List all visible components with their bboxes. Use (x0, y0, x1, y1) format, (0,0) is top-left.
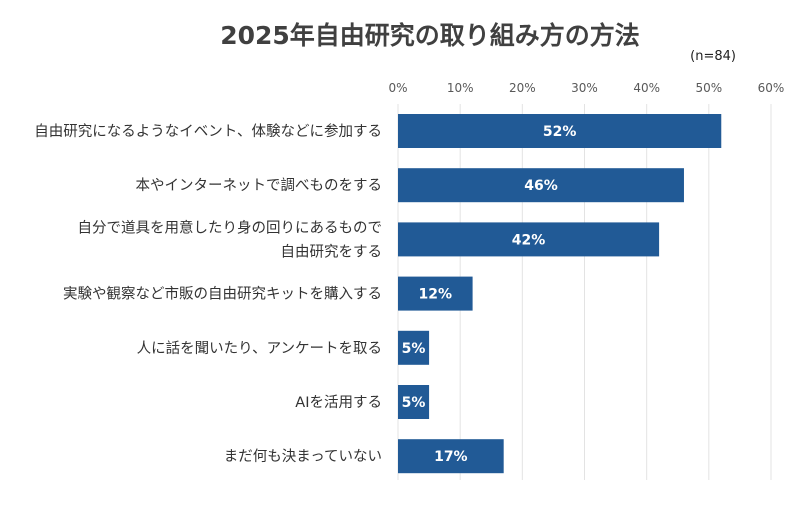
bar-value-label: 12% (419, 287, 453, 303)
x-tick-label: 50% (695, 81, 722, 95)
bar-value-label: 17% (434, 449, 468, 465)
bar-value-label: 5% (402, 395, 426, 411)
bar (398, 439, 504, 474)
category-label: AIを活用する (295, 394, 382, 411)
x-tick-label: 0% (388, 81, 407, 95)
category-label: 本やインターネットで調べものをする (136, 177, 383, 194)
bar-value-label: 52% (543, 124, 577, 140)
category-label: 人に話を聞いたり、アンケートを取る (137, 340, 382, 357)
bar (398, 385, 430, 419)
bar-value-label: 42% (512, 232, 546, 248)
category-label: 実験や観察など市販の自由研究キットを購入する (63, 285, 382, 303)
x-tick-label: 30% (571, 81, 598, 95)
category-labels: 自由研究になるようなイベント、体験などに参加する本やインターネットで調べものをす… (34, 123, 382, 465)
x-axis-ticks: 0% 10% 20% 30% 40% 50% 60% (388, 81, 784, 95)
category-label: 自由研究になるようなイベント、体験などに参加する (34, 123, 382, 140)
sample-size-note: (n=84) (690, 49, 736, 64)
bars: 52% 46% 42% 12% 5% 5% 17% (398, 114, 722, 474)
bar-value-label: 46% (524, 178, 558, 194)
bar-value-label: 5% (402, 341, 426, 357)
bar (398, 222, 660, 257)
bar (398, 330, 430, 365)
x-tick-label: 60% (758, 81, 785, 95)
x-tick-label: 40% (633, 81, 660, 95)
category-label: 自分で道具を用意したり身の回りにあるもので (78, 218, 383, 236)
category-label: 自由研究をする (281, 243, 383, 260)
category-label: まだ何も決まっていない (224, 448, 382, 465)
bar (398, 168, 684, 203)
x-tick-label: 10% (447, 81, 474, 95)
bar (398, 276, 473, 311)
chart-title: 2025年自由研究の取り組み方の方法 (220, 21, 640, 50)
x-tick-label: 20% (509, 81, 536, 95)
bar (398, 114, 722, 148)
gridlines (397, 104, 772, 480)
